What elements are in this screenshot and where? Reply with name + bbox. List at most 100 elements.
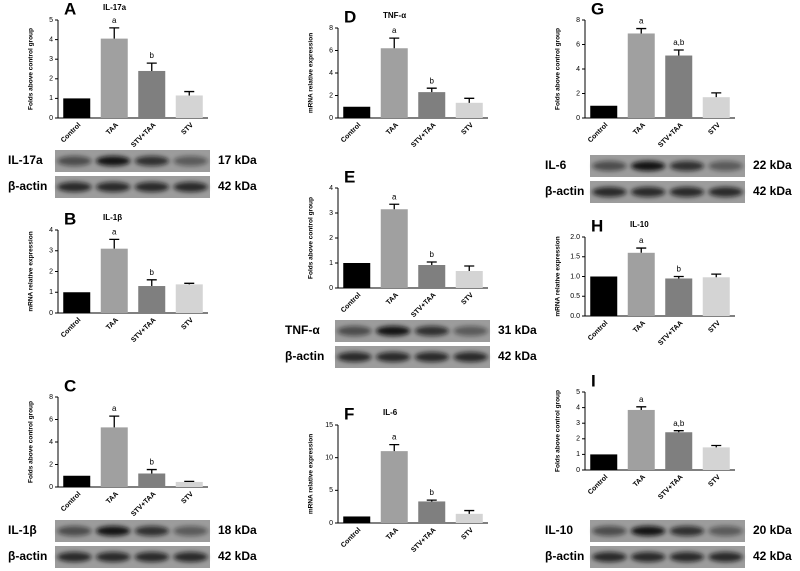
x-tick-label: STV+TAA <box>130 122 157 149</box>
y-tick-label: 5 <box>49 17 53 24</box>
blot-kda: 42 kDa <box>218 549 257 563</box>
x-tick-label: STV <box>460 122 475 137</box>
blot-label: IL-10 <box>545 523 573 537</box>
western-blot: IL-1β 18 kDa β-actin 42 kDa <box>8 520 257 568</box>
y-axis-label: mRNA relative expression <box>308 33 315 113</box>
blot-band <box>134 552 170 562</box>
bar <box>590 105 618 118</box>
bar <box>418 92 446 118</box>
panel-title: TNF-α <box>383 11 406 20</box>
blot-band <box>173 182 208 192</box>
y-tick-label: 3 <box>329 210 333 217</box>
blot-band <box>375 326 411 336</box>
x-tick-label: STV <box>460 292 475 307</box>
panel-letter: I <box>591 371 596 390</box>
blot-band <box>95 182 131 192</box>
blot-band <box>630 526 666 536</box>
significance-label: a <box>112 16 117 25</box>
x-tick-label: STV <box>180 122 195 137</box>
y-tick-label: 0 <box>576 467 580 474</box>
error-bar <box>146 62 157 71</box>
blot-label: TNF-α <box>285 323 320 337</box>
bar <box>590 276 618 316</box>
blot-kda: 22 kDa <box>753 158 792 172</box>
panel-letter: A <box>64 0 76 18</box>
bar <box>100 248 128 313</box>
blot-label: β-actin <box>8 549 47 563</box>
x-tick-label: TAA <box>632 122 647 137</box>
bar <box>702 447 730 470</box>
y-tick-label: 2 <box>329 92 333 99</box>
blot-strip <box>335 320 490 342</box>
panel: C Folds above control group 0 2 4 6 8 Control a T… <box>8 376 257 568</box>
significance-label: b <box>150 458 155 467</box>
x-tick-label: STV <box>707 320 722 335</box>
error-bar <box>426 261 437 265</box>
y-tick-label: 1.5 <box>570 254 580 261</box>
significance-label: a <box>392 433 397 442</box>
y-tick-label: 5 <box>576 389 580 396</box>
blot-label: β-actin <box>545 184 584 198</box>
error-bar <box>426 87 437 93</box>
bar <box>138 473 166 487</box>
y-tick-label: 0 <box>576 115 580 122</box>
error-bar <box>673 49 684 56</box>
bar <box>665 278 693 316</box>
y-tick-label: 4 <box>329 185 333 192</box>
bar <box>627 33 655 118</box>
panel-letter: C <box>64 376 76 395</box>
y-axis-label: Folds above control group <box>555 28 562 110</box>
error-bar <box>146 279 157 287</box>
panel-letter: F <box>344 404 354 423</box>
blot-label: IL-17a <box>8 153 43 167</box>
panel: H IL-10 mRNA relative expression 0.0 0.5 1.0 1… <box>555 216 735 347</box>
error-bar <box>636 27 647 34</box>
error-bar <box>711 273 722 278</box>
bar <box>100 38 128 119</box>
x-tick-label: Control <box>340 122 363 145</box>
blot-band <box>414 352 450 362</box>
blot-strip <box>55 176 210 198</box>
bar <box>380 48 408 118</box>
x-tick-label: Control <box>60 491 83 514</box>
panel-title: IL-1β <box>103 213 122 222</box>
error-bar <box>636 406 647 410</box>
significance-label: a <box>639 17 644 26</box>
blot-band <box>592 552 627 562</box>
western-blot: TNF-α 31 kDa β-actin 42 kDa <box>285 320 537 368</box>
blot-label: IL-1β <box>8 523 37 537</box>
panel-title: IL-17a <box>103 3 127 12</box>
bar <box>380 451 408 523</box>
y-tick-label: 0 <box>49 484 53 491</box>
y-axis-label: mRNA relative expression <box>555 236 562 316</box>
significance-label: b <box>677 265 682 274</box>
blot-band <box>95 156 131 166</box>
error-bar <box>184 282 195 285</box>
blot-label: β-actin <box>545 549 584 563</box>
blot-kda: 31 kDa <box>498 323 537 337</box>
error-bar <box>464 265 475 271</box>
western-blot: IL-10 20 kDa β-actin 42 kDa <box>545 520 792 568</box>
blot-strip <box>55 150 210 172</box>
x-tick-label: Control <box>60 122 83 145</box>
panel: D TNF-α mRNA relative expression 0 2 4 6 8 Contr… <box>308 7 488 149</box>
panel-title: IL-10 <box>630 220 649 229</box>
panel-letter: G <box>591 0 604 18</box>
bar <box>627 252 655 316</box>
blot-band <box>708 187 743 197</box>
y-tick-label: 1.0 <box>570 273 580 280</box>
significance-label: b <box>430 76 435 85</box>
blot-label: β-actin <box>8 179 47 193</box>
bar <box>138 70 166 118</box>
x-tick-label: TAA <box>385 292 400 307</box>
bar <box>380 209 408 288</box>
blot-band <box>134 182 170 192</box>
blot-band <box>337 326 372 336</box>
blot-band <box>134 526 170 536</box>
bar <box>702 277 730 316</box>
blot-band <box>669 552 705 562</box>
x-tick-label: STV+TAA <box>130 491 157 518</box>
error-bar <box>711 444 722 448</box>
blot-band <box>57 526 92 536</box>
y-tick-label: 4 <box>576 66 580 73</box>
